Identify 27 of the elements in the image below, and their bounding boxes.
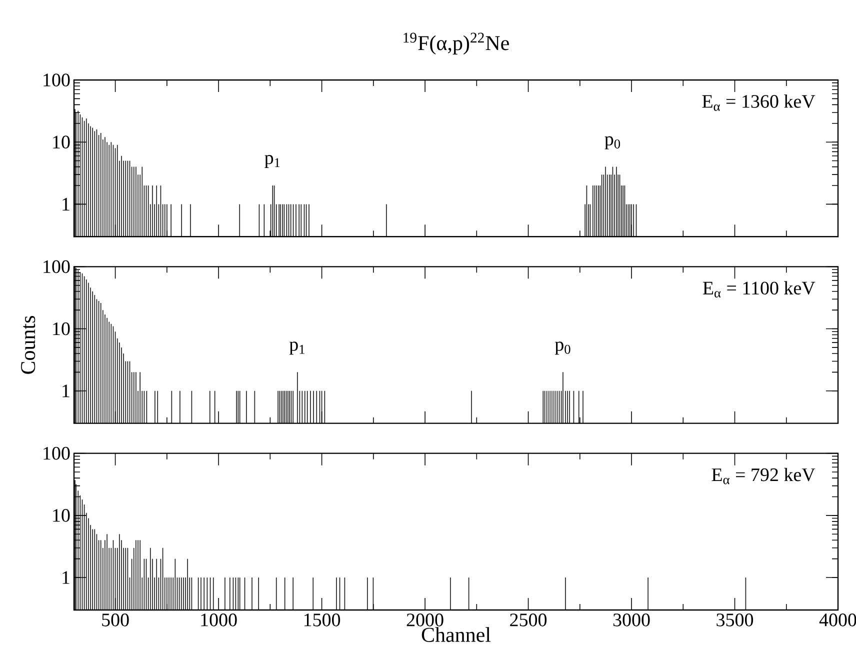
y-tick-label: 1 (62, 198, 70, 210)
y-tick-label: 100 (44, 260, 70, 274)
x-tick-label: 2500 (510, 614, 547, 626)
annotation: E$_{α}$ = 1360 keV (702, 94, 816, 111)
annotation: E$_{α}$ = 792 keV (712, 468, 816, 484)
y-tick-label: 1 (62, 571, 70, 584)
y-tick-label: 10 (53, 509, 70, 522)
x-tick-label: 500 (102, 614, 129, 626)
y-tick-label: 1 (62, 384, 70, 398)
y-tick-label: 100 (44, 74, 70, 86)
annotation: p$_{0}$ (554, 342, 570, 355)
x-tick-label: 1500 (304, 614, 340, 626)
annotation: E$_{α}$ = 1100 keV (702, 281, 816, 298)
x-tick-label: 3000 (613, 614, 650, 626)
y-axis-title: Counts (21, 316, 36, 374)
x-tick-label: 1000 (201, 614, 237, 626)
x-tick-label: 4000 (819, 614, 856, 626)
x-tick-label: 2000 (406, 614, 444, 626)
y-tick-label: 10 (53, 322, 70, 336)
chart-title: $^{19}$F(α,p)$^{22}$Ne (404, 32, 509, 54)
annotation: p$_{1}$ (264, 154, 280, 168)
x-axis-title: Channel (422, 627, 491, 642)
y-tick-label: 10 (53, 136, 70, 149)
annotation: p$_{0}$ (604, 136, 620, 150)
annotation: p$_{1}$ (289, 342, 304, 355)
y-tick-label: 100 (44, 446, 70, 460)
x-tick-label: 3500 (716, 614, 754, 626)
